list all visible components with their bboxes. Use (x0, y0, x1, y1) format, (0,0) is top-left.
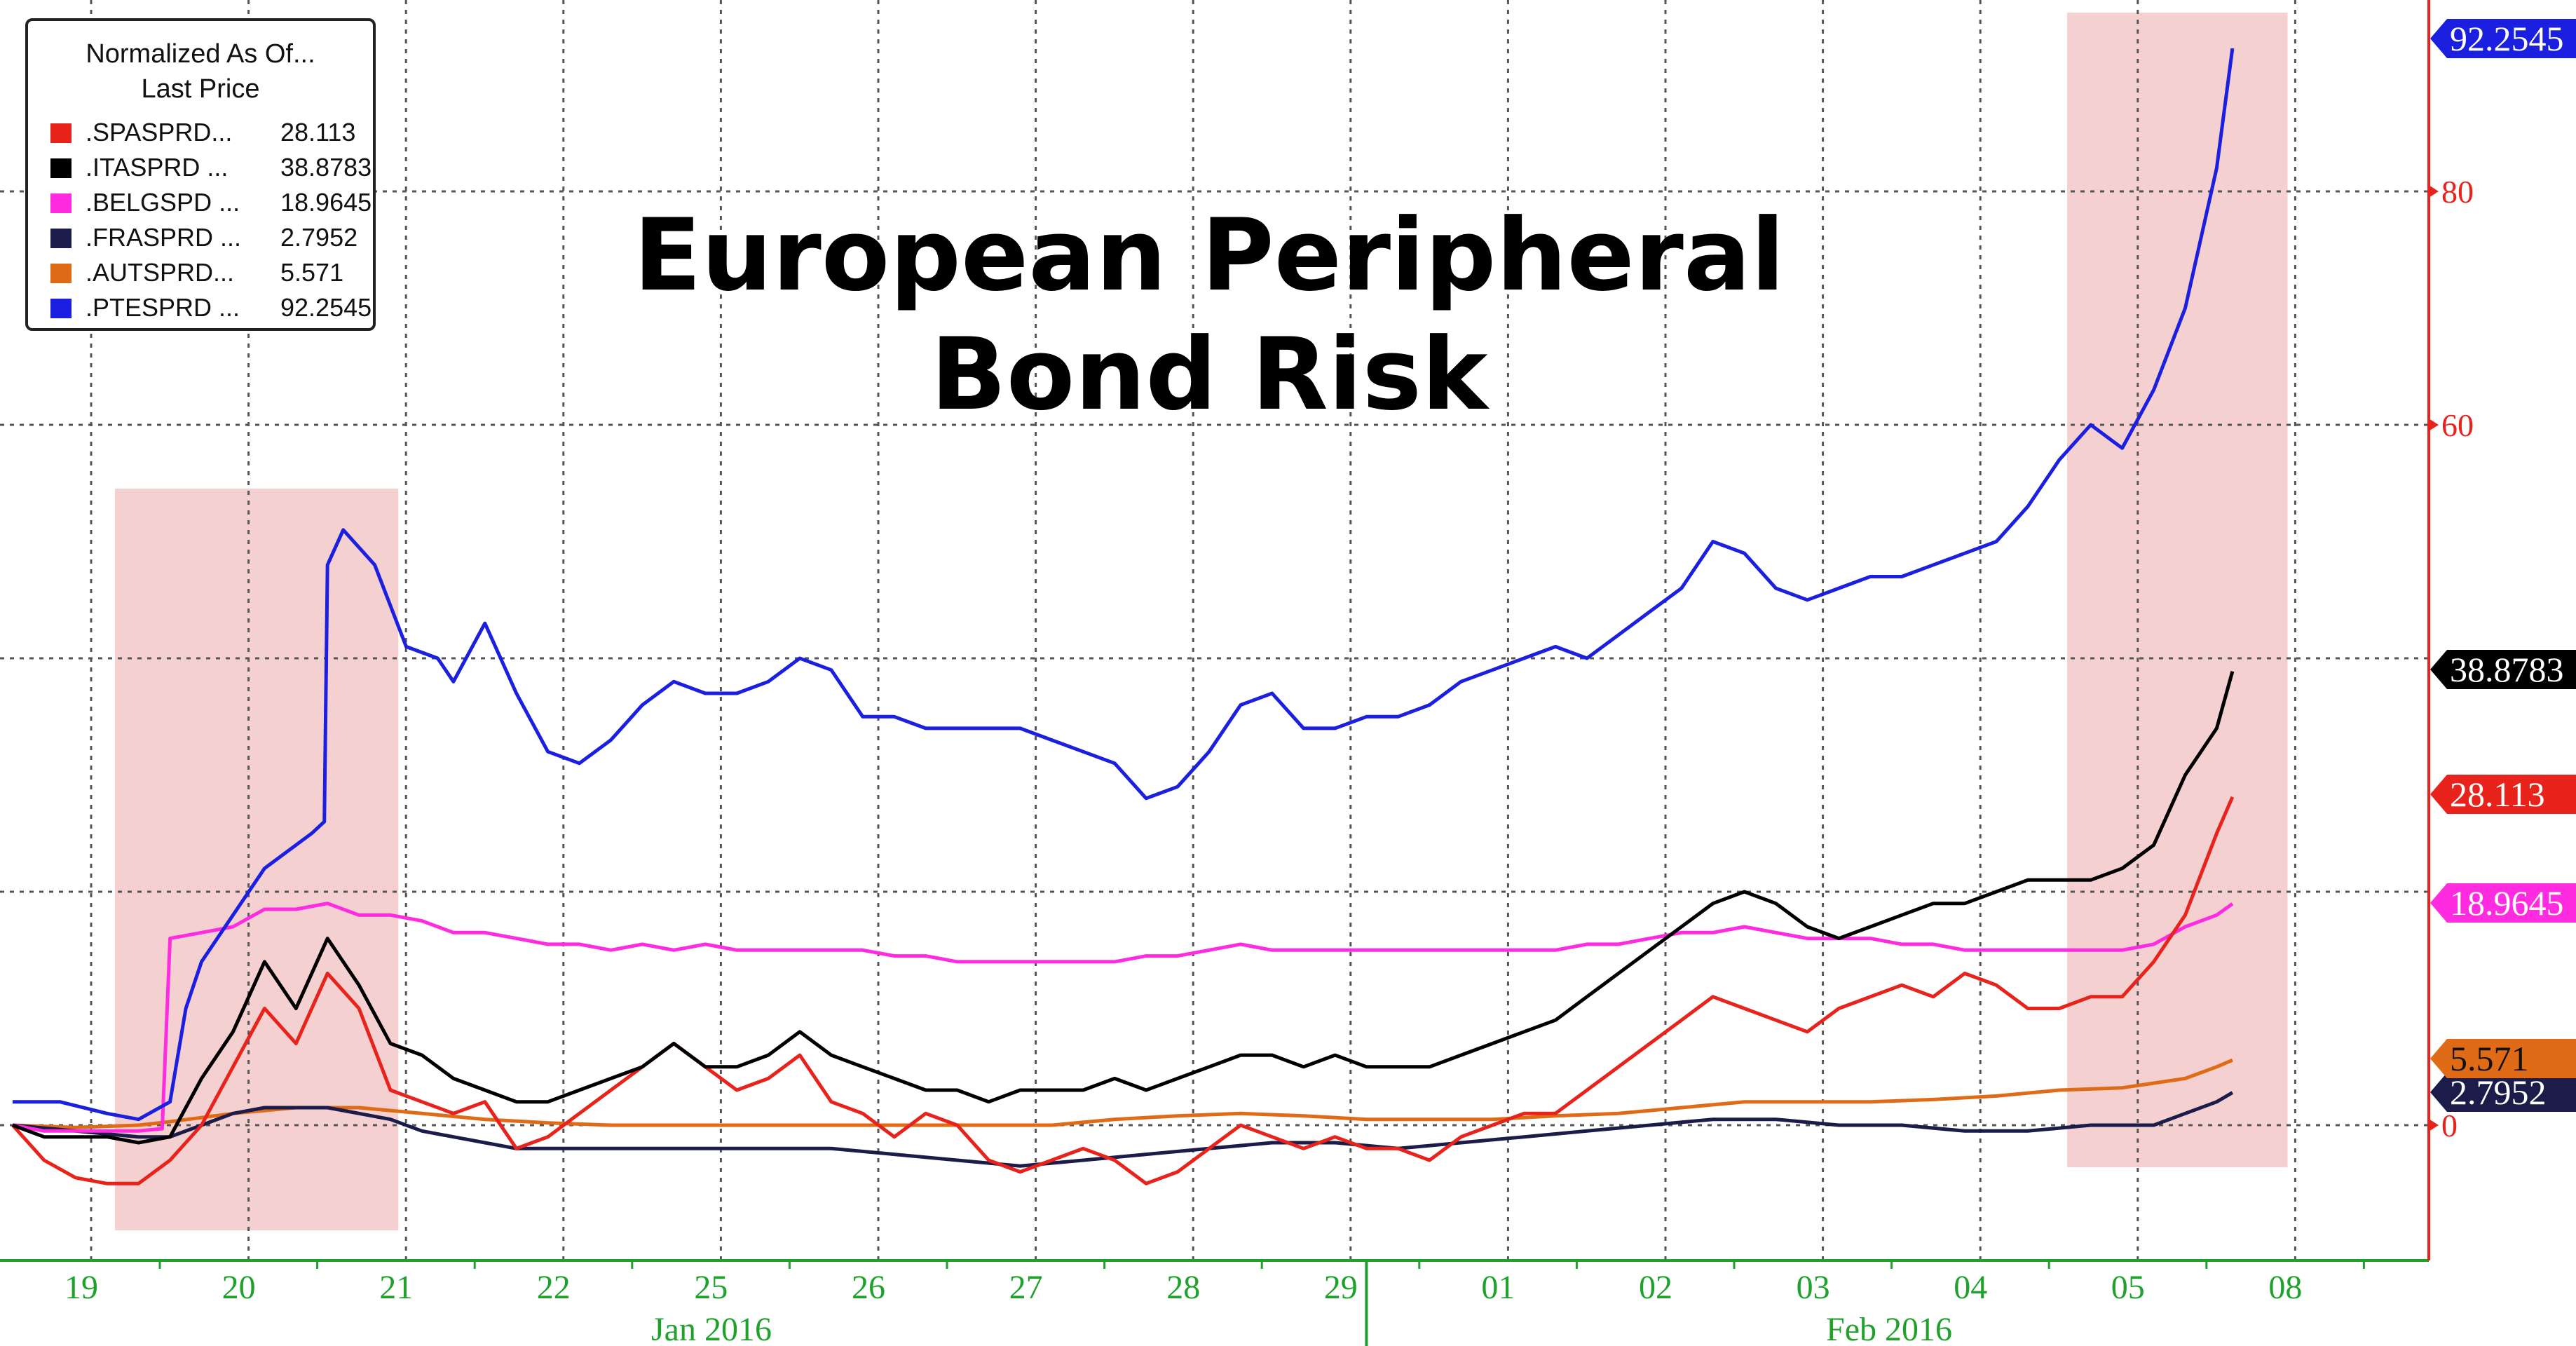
x-tick-label: 26 (852, 1269, 885, 1306)
chart-title: European Peripheral Bond Risk (633, 198, 1785, 433)
x-tick-label: 22 (537, 1269, 571, 1306)
y-tick-label: 60 (2441, 407, 2474, 443)
legend-item: .FRASPRD ... 2.7952 (43, 220, 373, 255)
last-value-badge (2430, 883, 2576, 923)
y-axis-ticks: 0 80 60 (2429, 174, 2474, 1143)
y-tick-label: 80 (2441, 174, 2474, 210)
x-tick-label: 25 (694, 1269, 728, 1306)
last-value-label: 28.113 (2450, 775, 2545, 814)
legend-series-name: .SPASPRD... (86, 118, 233, 147)
y-tick-label: 0 (2441, 1108, 2458, 1143)
axes (0, 0, 2430, 1262)
legend-series-name: .ITASPRD ... (86, 153, 229, 182)
legend-subheader: Last Price (141, 74, 260, 104)
highlight-band (114, 489, 399, 1230)
legend-series-value: 18.9645 (280, 188, 372, 217)
last-value-label: 2.7952 (2450, 1073, 2547, 1112)
series-line-ptesprd (13, 48, 2235, 1122)
last-value-label: 18.9645 (2450, 883, 2564, 923)
last-value-badge (2430, 19, 2576, 58)
x-tick-label: 01 (1481, 1269, 1515, 1306)
last-value-badge (2430, 1039, 2576, 1078)
y-tick-mark (2429, 1119, 2439, 1131)
series-line-itasprd (12, 671, 2235, 1145)
x-tick-label: 05 (2111, 1269, 2145, 1306)
last-value-badge (2430, 650, 2576, 689)
series-line-frasprd (12, 1091, 2234, 1168)
highlight-ranges (114, 13, 2288, 1230)
last-value-badge (2430, 1073, 2576, 1112)
x-tick-label: 19 (64, 1269, 98, 1306)
last-value-badge (2430, 775, 2576, 814)
legend-item: .SPASPRD... 28.113 (43, 115, 373, 150)
series-line-spasprd (11, 796, 2235, 1185)
legend-swatch (50, 299, 71, 318)
grid-lines (0, 0, 2429, 1346)
y-tick-mark (2429, 185, 2439, 198)
legend-series-name: .AUTSPRD... (86, 258, 235, 287)
series-line-belgspd (12, 902, 2234, 1133)
x-tick-label: 04 (1954, 1269, 1987, 1306)
x-tick-label: 28 (1166, 1269, 1200, 1306)
legend-series-value: 2.7952 (280, 223, 358, 252)
x-tick-label: 03 (1797, 1269, 1830, 1306)
legend-series-name: .PTESPRD ... (86, 293, 240, 322)
legend-series-name: .FRASPRD ... (86, 223, 242, 252)
x-group-label: Feb 2016 (1826, 1311, 1952, 1346)
legend-swatch (50, 193, 71, 213)
x-tick-label: 02 (1639, 1269, 1672, 1306)
legend-item: .ITASPRD ... 38.8783 (43, 150, 373, 185)
legend-swatch (50, 158, 71, 178)
last-value-label: 92.2545 (2450, 19, 2564, 58)
legend-series-name: .BELGSPD ... (86, 188, 240, 217)
legend-header: Normalized As Of... (86, 39, 315, 69)
highlight-band (2067, 13, 2288, 1167)
legend-swatch (50, 264, 71, 283)
legend-swatch (50, 123, 71, 143)
x-tick-label: 21 (379, 1269, 413, 1306)
legend-series-value: 92.2545 (280, 293, 372, 322)
legend-swatch (50, 229, 71, 248)
legend-series-value: 38.8783 (280, 153, 372, 182)
series-line-autsprd (12, 1058, 2233, 1129)
legend-item: .BELGSPD ... 18.9645 (43, 185, 373, 220)
series-lines (11, 48, 2235, 1185)
x-axis-ticks: 19 20 21 22 25 26 27 28 29 01 02 03 04 05 08 Jan 2016 Fe… (64, 1260, 2365, 1346)
x-tick-label: 27 (1009, 1269, 1043, 1306)
legend-series-value: 5.571 (280, 258, 344, 287)
last-value-label: 5.571 (2450, 1039, 2529, 1078)
legend-box: Normalized As Of... Last Price .SPASPRD.… (25, 18, 376, 331)
x-tick-label: 29 (1324, 1269, 1358, 1306)
y-tick-mark (2429, 419, 2439, 431)
last-value-label: 38.8783 (2450, 650, 2564, 689)
x-tick-label: 20 (222, 1269, 256, 1306)
legend-series-value: 28.113 (280, 118, 356, 147)
x-tick-label: 08 (2268, 1269, 2302, 1306)
x-group-label: Jan 2016 (651, 1311, 772, 1346)
legend-item: .PTESPRD ... 92.2545 (43, 290, 373, 325)
legend-item: .AUTSPRD... 5.571 (43, 255, 373, 290)
